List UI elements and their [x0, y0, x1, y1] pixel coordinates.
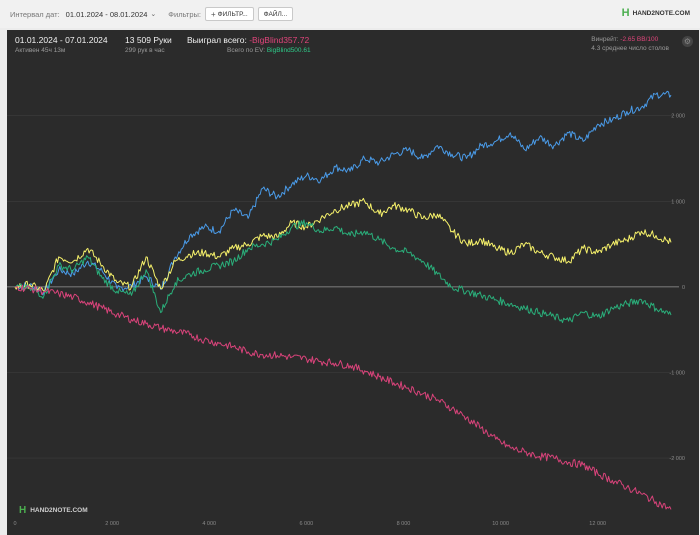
watermark-text: HAND2NOTE.COM	[30, 507, 88, 514]
hands-count: 13 509 Руки	[125, 35, 172, 45]
chevron-down-icon: ⌄	[150, 11, 157, 18]
series-line-yellow	[14, 197, 672, 292]
y-tick-label: -1 000	[669, 370, 685, 376]
active-time: Активен 45ч 13м	[15, 47, 66, 54]
x-tick-label: 8 000	[397, 521, 411, 527]
profit-chart: 0 2 000 4 000 6 000 8 000 10 000 12 000 2 000 1…	[7, 90, 685, 527]
watermark-logo-icon: H	[19, 505, 27, 516]
ev-label: Всего по EV:	[227, 47, 266, 54]
file-button-label: ФАЙЛ...	[263, 10, 288, 18]
logo-icon: H	[621, 7, 630, 19]
logo-text: HAND2NOTE.COM	[632, 9, 690, 17]
x-tick-label: 4 000	[202, 521, 216, 527]
period-block: 01.01.2024 - 07.01.2024 Активен 45ч 13м	[15, 35, 108, 54]
winnings-block: Выиграл всего: -BigBlind357.72 Всего по …	[187, 35, 311, 54]
won-label: Выиграл всего:	[187, 35, 247, 45]
tables-average: 4.3 среднее число столов	[591, 45, 669, 52]
filters-label: Фильтры:	[168, 9, 201, 19]
date-range-value: 01.01.2024 - 08.01.2024	[65, 9, 148, 19]
hand2note-logo: H HAND2NOTE.COM	[622, 7, 690, 19]
x-tick-label: 2 000	[105, 521, 119, 527]
y-tick-label: 0	[682, 285, 685, 291]
file-button[interactable]: ФАЙЛ...	[257, 7, 294, 21]
ev-value: BigBlind500.61	[266, 47, 311, 54]
winrate-value: -2.65 BB/100	[620, 36, 659, 43]
won-value: -BigBlind357.72	[249, 35, 310, 45]
x-tick-label: 12 000	[589, 521, 606, 527]
winrate-block: Винрейт: -2.65 BB/100 4.3 среднее число …	[591, 36, 669, 52]
x-tick-label: 6 000	[299, 521, 313, 527]
gear-icon[interactable]: ⚙	[682, 36, 693, 47]
y-tick-label: 2 000	[671, 114, 685, 120]
filter-button[interactable]: + ФИЛЬТР...	[204, 7, 254, 21]
hands-per-hour: 299 рук в час	[125, 47, 165, 54]
x-tick-label: 10 000	[492, 521, 509, 527]
series-line-pink	[14, 284, 672, 510]
watermark: H HAND2NOTE.COM	[19, 505, 88, 516]
series-line-green	[14, 219, 672, 324]
date-range-picker[interactable]: 01.01.2024 - 08.01.2024 ⌄	[66, 10, 157, 19]
y-tick-label: 1 000	[671, 199, 685, 205]
graph-panel: 0 2 000 4 000 6 000 8 000 10 000 12 000 2 000 1…	[7, 30, 699, 535]
plus-icon: +	[210, 9, 216, 19]
hands-block: 13 509 Руки 299 рук в час	[125, 35, 172, 54]
date-range-label: Интервал дат:	[10, 9, 60, 19]
toolbar: Интервал дат: 01.01.2024 - 08.01.2024 ⌄ …	[0, 0, 700, 28]
y-tick-label: -2 000	[669, 456, 685, 462]
x-tick-label: 0	[13, 521, 16, 527]
winrate-label: Винрейт:	[591, 36, 619, 43]
series-line-blue	[14, 90, 672, 296]
filter-button-label: ФИЛЬТР...	[217, 10, 248, 18]
period-text: 01.01.2024 - 07.01.2024	[15, 35, 108, 45]
